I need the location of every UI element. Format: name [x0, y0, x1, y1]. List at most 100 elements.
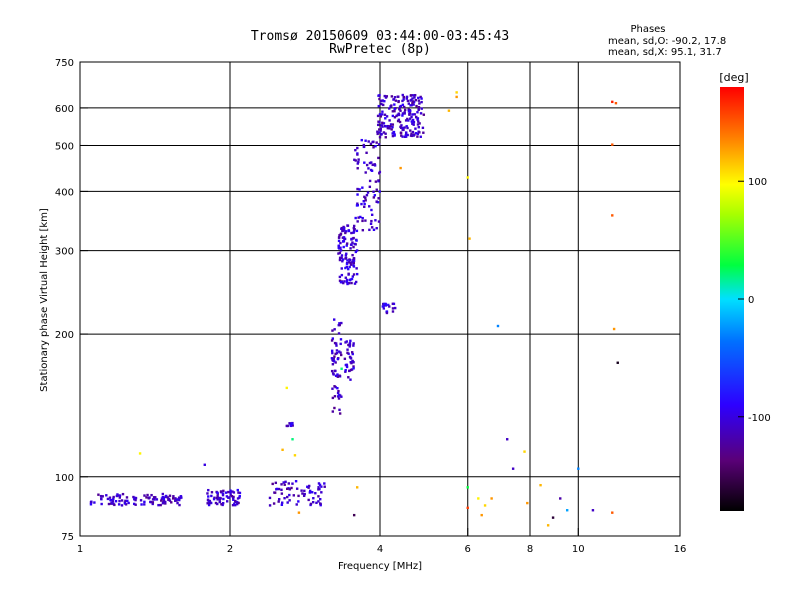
data-point — [332, 357, 335, 360]
data-point — [405, 95, 409, 99]
data-point — [339, 246, 342, 249]
data-point — [379, 129, 382, 132]
data-point — [336, 375, 339, 378]
data-point — [376, 114, 380, 118]
data-point — [339, 342, 342, 346]
data-point — [206, 492, 209, 495]
data-point — [355, 272, 359, 276]
data-point — [203, 463, 206, 466]
data-point — [338, 412, 342, 415]
data-point — [355, 239, 358, 242]
data-point — [365, 194, 369, 197]
data-point — [221, 503, 224, 507]
data-point — [307, 486, 310, 489]
data-point — [372, 140, 375, 143]
data-point — [309, 502, 313, 506]
data-point — [312, 497, 315, 500]
data-point — [352, 273, 356, 276]
data-point — [232, 498, 235, 502]
data-point — [234, 503, 237, 507]
data-point — [229, 489, 232, 492]
x-axis-ticks: 1 2 4 6 8 10 16 — [77, 528, 686, 555]
data-point — [393, 133, 396, 136]
data-point — [414, 98, 418, 102]
data-point — [291, 482, 294, 485]
data-point — [345, 278, 349, 282]
data-point — [402, 98, 405, 101]
data-point — [337, 389, 340, 393]
data-point — [391, 125, 394, 129]
y-tick-label: 300 — [55, 247, 74, 258]
data-point — [218, 496, 221, 500]
data-point — [212, 497, 216, 501]
data-point — [346, 259, 349, 262]
data-point — [161, 495, 165, 499]
data-point — [344, 341, 347, 344]
data-point — [411, 113, 414, 116]
data-point — [341, 260, 344, 263]
data-point — [345, 364, 349, 367]
data-point — [339, 281, 343, 284]
data-point — [216, 491, 219, 495]
data-point — [340, 395, 343, 398]
data-point — [447, 109, 451, 112]
data-point — [364, 199, 367, 202]
data-point — [206, 499, 210, 502]
data-point — [401, 135, 404, 138]
data-point — [335, 344, 338, 347]
data-point — [373, 163, 376, 166]
data-point — [399, 125, 402, 129]
colorbar-ticks: 100 0 -100 — [738, 177, 771, 424]
data-point — [121, 492, 125, 496]
data-point — [414, 115, 418, 119]
data-point — [118, 494, 122, 497]
data-point — [380, 133, 383, 136]
data-point — [364, 139, 367, 142]
data-point — [363, 161, 366, 164]
data-point — [395, 114, 398, 118]
data-point — [392, 130, 396, 134]
data-point — [286, 487, 289, 491]
data-point — [170, 501, 173, 504]
data-point — [344, 370, 347, 373]
data-point — [401, 114, 404, 117]
data-point — [107, 502, 111, 506]
data-point — [401, 103, 405, 107]
data-point — [291, 424, 294, 427]
data-point — [291, 438, 294, 441]
data-point — [406, 99, 410, 103]
data-point — [401, 126, 404, 130]
data-point — [416, 132, 420, 136]
data-point — [391, 110, 395, 113]
data-point — [546, 524, 550, 527]
data-point — [222, 489, 225, 493]
data-point — [338, 350, 341, 353]
data-point — [231, 503, 235, 507]
data-point — [372, 196, 376, 199]
data-point — [384, 125, 387, 128]
data-point — [402, 95, 406, 99]
data-point — [357, 160, 360, 164]
data-point — [337, 236, 341, 239]
data-point — [483, 504, 487, 507]
data-point — [143, 500, 146, 504]
data-point — [233, 502, 236, 505]
data-point — [338, 323, 341, 327]
data-point — [216, 494, 219, 498]
data-point — [410, 120, 413, 123]
data-point — [231, 490, 234, 493]
data-point — [384, 304, 388, 307]
data-point — [123, 502, 127, 505]
data-point — [466, 486, 469, 489]
data-point — [330, 339, 334, 342]
data-point — [401, 93, 404, 97]
data-point — [352, 344, 355, 347]
data-point — [378, 120, 381, 124]
data-point — [317, 500, 320, 503]
data-point — [496, 324, 500, 328]
data-point — [403, 112, 406, 115]
data-point — [93, 501, 96, 504]
data-point — [229, 491, 232, 494]
data-point — [101, 495, 104, 498]
data-point — [282, 481, 285, 484]
